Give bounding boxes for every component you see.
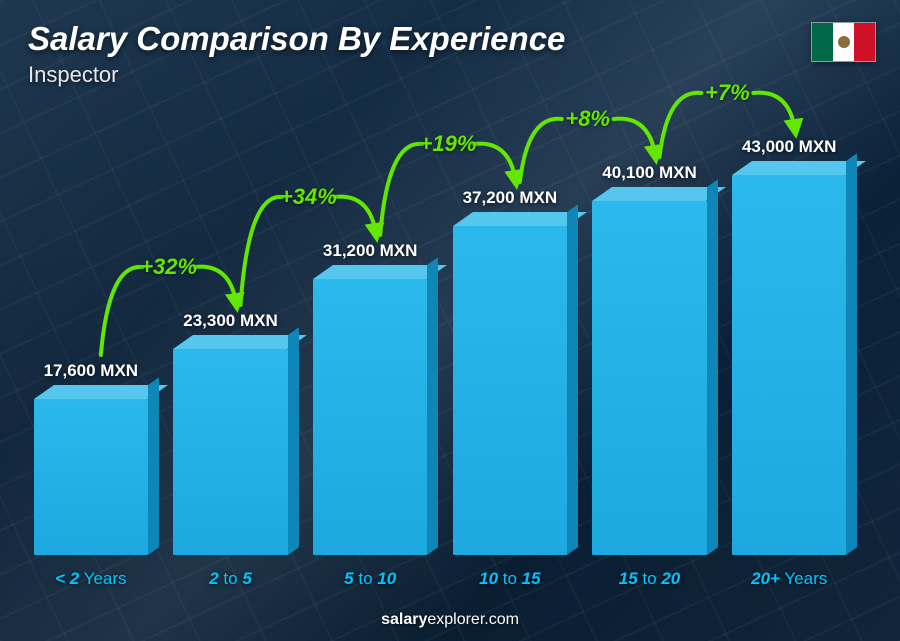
bar-x-label: 20+ Years (751, 569, 827, 589)
bar-side-face (846, 153, 857, 555)
infographic-stage: Salary Comparison By Experience Inspecto… (0, 0, 900, 641)
bar (173, 349, 287, 555)
bar-wrap (30, 399, 152, 555)
footer-attribution: salaryexplorer.com (381, 611, 519, 629)
bar-side-face (707, 179, 718, 555)
footer-brand-rest: explorer.com (427, 611, 519, 628)
bar-value-label: 43,000 MXN (742, 137, 837, 157)
bar-column: 40,100 MXN 15 to 20 (589, 69, 711, 589)
flag-stripe-left (812, 23, 833, 61)
bar (313, 279, 427, 555)
bar-side-face (567, 204, 578, 555)
bar-x-label: < 2 Years (55, 569, 126, 589)
bar-wrap (449, 226, 571, 555)
bar-wrap (309, 279, 431, 555)
bar-column: 43,000 MXN 20+ Years (728, 69, 850, 589)
increase-percent-label: +19% (420, 131, 477, 157)
bar-x-label: 2 to 5 (209, 569, 252, 589)
increase-percent-label: +34% (280, 184, 337, 210)
flag-stripe-center (833, 23, 854, 61)
country-flag-mexico (811, 22, 876, 62)
bar (592, 201, 706, 555)
bar-x-label: 5 to 10 (344, 569, 396, 589)
bar-value-label: 40,100 MXN (602, 163, 697, 183)
flag-emblem-icon (838, 36, 850, 48)
increase-percent-label: +7% (705, 80, 750, 106)
bar (453, 226, 567, 555)
footer-brand-bold: salary (381, 611, 427, 628)
chart-title: Salary Comparison By Experience (28, 20, 565, 58)
bar-column: 31,200 MXN 5 to 10 (309, 69, 431, 589)
bar (732, 175, 846, 555)
bar-wrap (728, 175, 850, 555)
increase-percent-label: +8% (565, 106, 610, 132)
bar-side-face (427, 257, 438, 555)
flag-stripe-right (854, 23, 875, 61)
bar-value-label: 23,300 MXN (183, 311, 278, 331)
bar-side-face (288, 327, 299, 555)
bar-column: 17,600 MXN < 2 Years (30, 69, 152, 589)
increase-percent-label: +32% (140, 254, 197, 280)
bar-value-label: 31,200 MXN (323, 241, 418, 261)
bar-side-face (148, 377, 159, 555)
bar-wrap (589, 201, 711, 555)
bar-value-label: 17,600 MXN (44, 361, 139, 381)
bar-wrap (170, 349, 292, 555)
bar (34, 399, 148, 555)
bar-x-label: 10 to 15 (479, 569, 540, 589)
bar-column: 23,300 MXN 2 to 5 (170, 69, 292, 589)
bar-value-label: 37,200 MXN (463, 188, 558, 208)
bar-x-label: 15 to 20 (619, 569, 680, 589)
